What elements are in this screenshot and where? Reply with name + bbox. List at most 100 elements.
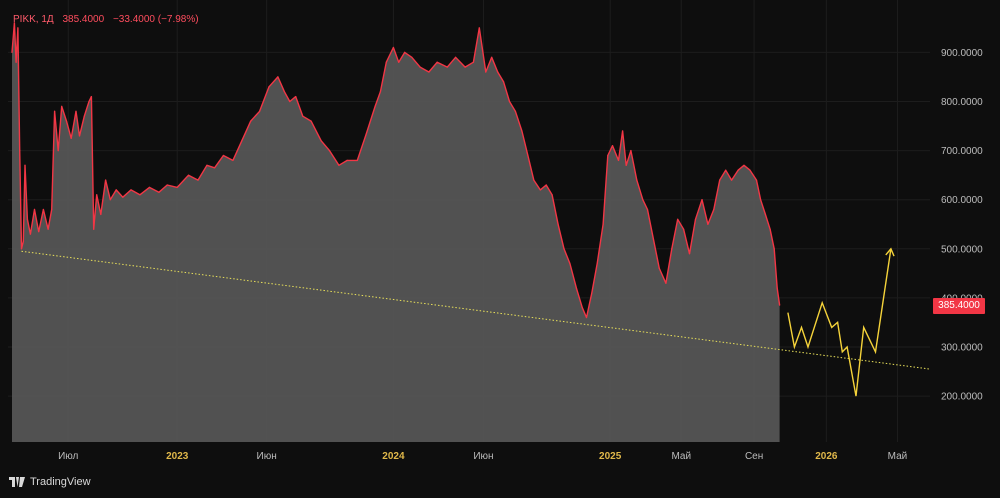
price-point-12 bbox=[42, 208, 45, 211]
price-point-34 bbox=[148, 186, 150, 188]
price-point-65 bbox=[404, 51, 406, 54]
price-point-104 bbox=[646, 208, 649, 211]
tradingview-logo-icon bbox=[9, 477, 25, 487]
price-point-85 bbox=[545, 184, 547, 186]
tradingview-name: TradingView bbox=[30, 476, 91, 488]
price-point-76 bbox=[491, 56, 493, 58]
x-tick-label-4: Июн bbox=[473, 451, 493, 462]
price-point-39 bbox=[197, 179, 199, 181]
price-point-44 bbox=[241, 140, 243, 142]
x-axis: Июл 2023 Июн 2024 Июн 2025 Май Сен 2026 Май bbox=[58, 451, 907, 462]
price-point-122 bbox=[755, 179, 758, 181]
price-point-78 bbox=[503, 81, 505, 83]
price-point-79 bbox=[508, 100, 511, 103]
y-tick-label-5: 700.0000 bbox=[941, 146, 983, 157]
price-point-117 bbox=[725, 169, 727, 171]
x-tick-label-6: Май bbox=[671, 451, 691, 462]
y-tick-label-1: 300.0000 bbox=[941, 343, 983, 354]
symbol-header: PIKK, 1Д 385.4000 −33.4000 (−7.98%) bbox=[13, 14, 205, 25]
y-tick-label-4: 600.0000 bbox=[941, 195, 983, 206]
price-point-67 bbox=[419, 66, 421, 68]
price-point-45 bbox=[250, 120, 252, 122]
price-point-21 bbox=[78, 135, 81, 137]
price-point-98 bbox=[617, 159, 620, 161]
price-point-116 bbox=[719, 179, 721, 181]
price-point-2 bbox=[15, 61, 17, 63]
price-point-80 bbox=[514, 110, 517, 112]
price-point-54 bbox=[320, 140, 322, 142]
price-point-38 bbox=[187, 174, 190, 176]
price-area-fill bbox=[12, 22, 780, 443]
price-point-127 bbox=[776, 287, 778, 289]
price-point-103 bbox=[642, 199, 644, 201]
projection-path bbox=[787, 248, 892, 397]
price-point-22 bbox=[83, 115, 85, 117]
price-point-95 bbox=[602, 223, 604, 225]
price-point-68 bbox=[428, 71, 430, 73]
price-point-60 bbox=[374, 105, 376, 107]
price-point-92 bbox=[585, 316, 588, 319]
price-point-46 bbox=[259, 110, 261, 112]
price-point-14 bbox=[51, 208, 53, 211]
price-point-9 bbox=[29, 233, 31, 235]
price-point-32 bbox=[130, 189, 132, 191]
price-point-112 bbox=[694, 218, 697, 220]
price-point-71 bbox=[455, 56, 457, 58]
price-point-13 bbox=[47, 228, 49, 230]
price-point-124 bbox=[764, 213, 767, 215]
price-point-15 bbox=[54, 110, 56, 112]
price-point-64 bbox=[398, 61, 400, 63]
price-point-29 bbox=[109, 199, 111, 201]
y-tick-label-0: 200.0000 bbox=[941, 392, 983, 403]
price-point-82 bbox=[527, 154, 529, 157]
price-point-49 bbox=[283, 91, 285, 93]
price-point-25 bbox=[93, 228, 95, 230]
y-axis: 200.0000300.0000400.0000500.0000600.0000… bbox=[941, 48, 983, 403]
x-tick-label-2: Июн bbox=[257, 451, 277, 462]
price-point-100 bbox=[625, 164, 627, 166]
price-point-56 bbox=[338, 164, 340, 166]
price-point-36 bbox=[166, 184, 168, 186]
price-point-4 bbox=[19, 150, 21, 152]
price-point-126 bbox=[773, 248, 775, 250]
price-point-61 bbox=[379, 91, 381, 93]
projection-arrowhead bbox=[885, 247, 895, 257]
price-point-94 bbox=[596, 262, 598, 265]
support-trendline bbox=[21, 250, 931, 370]
price-point-10 bbox=[33, 208, 36, 211]
price-point-83 bbox=[533, 179, 535, 181]
price-point-91 bbox=[581, 307, 583, 309]
last-price-tag: 385.4000 bbox=[933, 298, 985, 314]
price-point-70 bbox=[446, 66, 448, 68]
price-point-3 bbox=[17, 27, 19, 29]
price-point-28 bbox=[105, 179, 107, 181]
price-point-52 bbox=[302, 115, 304, 117]
price-point-23 bbox=[88, 100, 90, 103]
symbol-label[interactable]: PIKK, 1Д bbox=[13, 14, 54, 25]
price-point-109 bbox=[677, 218, 679, 220]
y-tick-label-3: 500.0000 bbox=[941, 244, 983, 255]
price-point-101 bbox=[630, 150, 632, 152]
price-point-59 bbox=[365, 135, 367, 137]
price-point-73 bbox=[472, 61, 474, 63]
price-point-66 bbox=[411, 56, 413, 58]
price-point-7 bbox=[24, 164, 26, 166]
price-point-26 bbox=[96, 194, 98, 196]
price-point-69 bbox=[436, 61, 438, 63]
price-point-40 bbox=[206, 164, 208, 166]
y-tick-label-7: 900.0000 bbox=[941, 48, 983, 59]
price-point-1 bbox=[13, 22, 15, 24]
price-point-8 bbox=[26, 218, 28, 220]
price-point-17 bbox=[61, 105, 63, 107]
x-tick-label-9: Май bbox=[888, 451, 908, 462]
tradingview-logo[interactable]: TradingView bbox=[9, 476, 91, 488]
y-tick-label-6: 800.0000 bbox=[941, 97, 983, 108]
price-point-90 bbox=[575, 287, 578, 289]
last-price-label: 385.4000 bbox=[62, 14, 105, 25]
price-point-121 bbox=[749, 169, 751, 171]
price-area-layer bbox=[11, 22, 781, 443]
price-point-81 bbox=[521, 130, 523, 132]
price-point-75 bbox=[485, 71, 487, 73]
